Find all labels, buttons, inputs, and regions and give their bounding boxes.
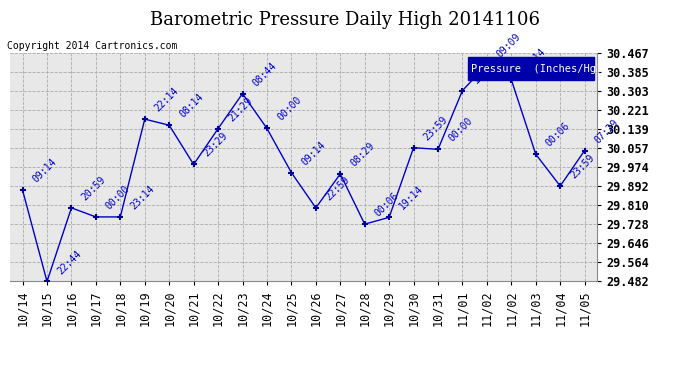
Text: 00:00: 00:00 — [446, 116, 474, 144]
Text: 07:29: 07:29 — [593, 117, 621, 145]
Text: 08:14: 08:14 — [177, 92, 206, 120]
Text: 09:09: 09:09 — [495, 31, 523, 59]
Text: 23:59: 23:59 — [569, 153, 596, 180]
Text: 22:14: 22:14 — [153, 86, 181, 114]
Text: 00:06: 00:06 — [373, 191, 401, 219]
Text: Copyright 2014 Cartronics.com: Copyright 2014 Cartronics.com — [7, 41, 177, 51]
Text: 17:14: 17:14 — [471, 57, 499, 85]
Text: Barometric Pressure Daily High 20141106: Barometric Pressure Daily High 20141106 — [150, 11, 540, 29]
Text: 00:00: 00:00 — [104, 183, 132, 211]
Text: 23:29: 23:29 — [202, 131, 230, 159]
Text: 20:59: 20:59 — [80, 174, 108, 202]
Text: 09:14: 09:14 — [31, 157, 59, 184]
Text: 08:44: 08:44 — [251, 60, 279, 88]
Text: 05:14: 05:14 — [520, 46, 547, 74]
Text: 23:14: 23:14 — [128, 183, 157, 211]
Text: 21:29: 21:29 — [226, 95, 254, 123]
Text: 00:06: 00:06 — [544, 121, 572, 148]
Text: 22:59: 22:59 — [324, 174, 352, 202]
Text: 19:14: 19:14 — [397, 184, 425, 212]
FancyBboxPatch shape — [468, 57, 594, 80]
Text: 08:29: 08:29 — [348, 141, 377, 168]
Text: Pressure  (Inches/Hg): Pressure (Inches/Hg) — [471, 63, 602, 74]
Text: 00:00: 00:00 — [275, 95, 303, 123]
Text: 23:59: 23:59 — [422, 114, 450, 142]
Text: 22:44: 22:44 — [55, 248, 83, 276]
Text: 09:14: 09:14 — [299, 139, 328, 167]
